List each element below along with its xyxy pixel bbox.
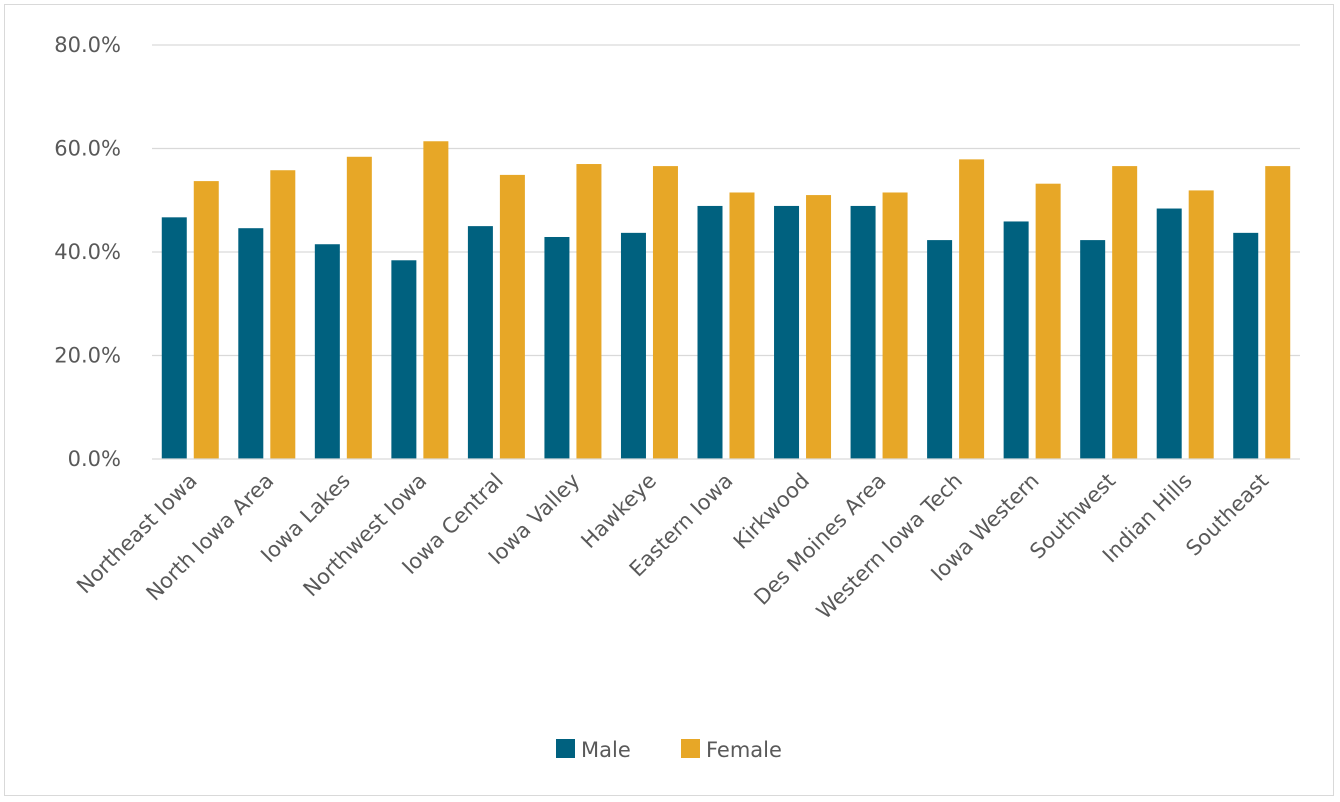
bar-male-12 xyxy=(1080,240,1106,459)
x-category-label: Western Iowa Tech xyxy=(812,469,967,624)
x-category-label: North Iowa Area xyxy=(142,469,279,606)
bar-male-8 xyxy=(774,205,800,459)
y-tick-label: 60.0% xyxy=(54,137,121,161)
bar-male-3 xyxy=(391,260,417,459)
legend: Male Female xyxy=(556,738,782,762)
x-category-label: Des Moines Area xyxy=(749,469,890,610)
bar-male-1 xyxy=(238,228,264,459)
bar-male-2 xyxy=(314,244,340,459)
bar-male-0 xyxy=(161,217,187,459)
y-tick-label: 80.0% xyxy=(54,33,121,57)
bar-male-5 xyxy=(544,236,570,459)
bar-female-3 xyxy=(423,141,449,459)
bar-male-6 xyxy=(620,232,646,459)
bar-female-0 xyxy=(193,181,219,460)
bar-female-7 xyxy=(729,192,755,460)
bar-female-2 xyxy=(346,156,372,459)
bar-female-12 xyxy=(1112,166,1138,459)
bar-female-4 xyxy=(499,174,525,459)
bar-female-5 xyxy=(576,164,602,459)
bar-female-6 xyxy=(652,166,678,459)
bars xyxy=(161,141,1291,460)
y-axis-tick-labels: 0.0% 20.0% 40.0% 60.0% 80.0% xyxy=(54,33,121,471)
bar-male-9 xyxy=(850,205,876,459)
legend-label-male: Male xyxy=(581,738,631,762)
legend-swatch-male xyxy=(556,739,575,758)
bar-male-10 xyxy=(927,240,953,459)
legend-label-female: Female xyxy=(706,738,782,762)
y-tick-label: 0.0% xyxy=(68,447,121,471)
bar-male-11 xyxy=(1003,221,1029,459)
bar-female-14 xyxy=(1265,166,1291,459)
bar-female-11 xyxy=(1035,183,1061,459)
gridlines xyxy=(152,44,1300,357)
bar-male-4 xyxy=(467,226,493,459)
bar-female-13 xyxy=(1188,190,1214,460)
x-category-label: Southeast xyxy=(1181,469,1273,561)
bar-female-8 xyxy=(806,195,832,459)
y-tick-label: 20.0% xyxy=(54,344,121,368)
bar-male-14 xyxy=(1233,232,1259,459)
bar-female-9 xyxy=(882,192,908,460)
y-tick-label: 40.0% xyxy=(54,240,121,264)
legend-swatch-female xyxy=(681,739,700,758)
bar-male-13 xyxy=(1156,208,1182,459)
bar-female-1 xyxy=(270,170,296,460)
bar-female-10 xyxy=(959,159,985,459)
bar-male-7 xyxy=(697,205,723,459)
